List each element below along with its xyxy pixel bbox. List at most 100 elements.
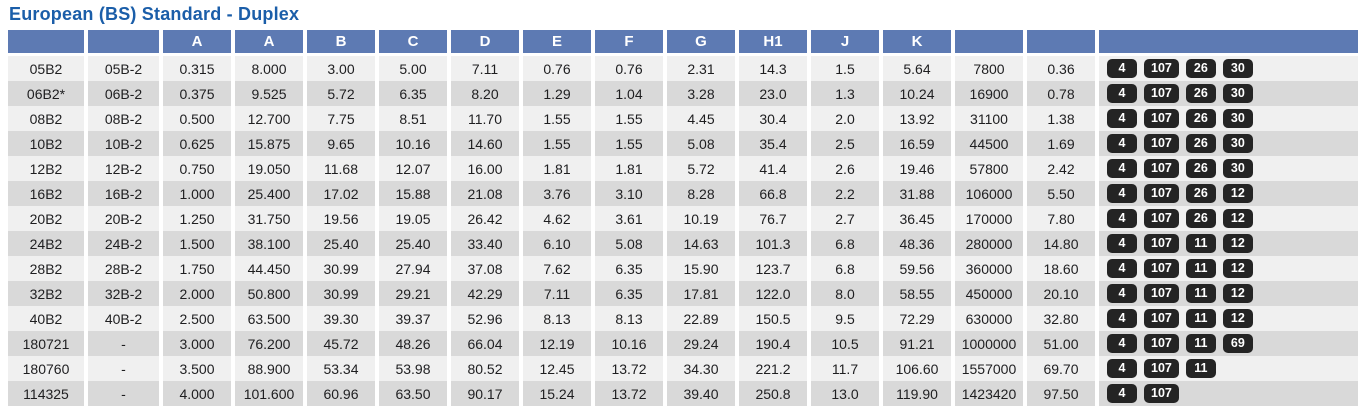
table-cell: 15.88 xyxy=(379,181,447,206)
table-cell: 6.8 xyxy=(811,256,879,281)
table-cell: 72.29 xyxy=(883,306,951,331)
table-cell: 5.72 xyxy=(667,156,735,181)
table-cell: 17.02 xyxy=(307,181,375,206)
column-header-e: E xyxy=(523,30,591,56)
table-cell: 38.100 xyxy=(235,231,303,256)
table-row: 40B2 40B-2 2.500 63.500 39.30 39.37 52.96 8.13 8… xyxy=(8,306,1358,331)
table-cell: 45.72 xyxy=(307,331,375,356)
notes-cell: 4 107 11 xyxy=(1099,356,1358,381)
note-badge: 107 xyxy=(1144,358,1179,379)
table-cell: 12.07 xyxy=(379,156,447,181)
table-row: 06B2* 06B-2 0.375 9.525 5.72 6.35 8.20 1.29 1.04… xyxy=(8,81,1358,106)
table-cell: 9.65 xyxy=(307,131,375,156)
table-cell: 1.55 xyxy=(595,131,663,156)
table-cell: 0.750 xyxy=(163,156,231,181)
note-badge: 4 xyxy=(1107,233,1137,254)
note-badge: 26 xyxy=(1185,108,1216,129)
table-cell: 180721 xyxy=(8,331,84,356)
table-cell: 57800 xyxy=(955,156,1023,181)
table-cell: - xyxy=(88,381,159,406)
table-cell: 1.38 xyxy=(1027,106,1095,131)
table-cell: 16B2 xyxy=(8,181,84,206)
table-cell: 11.7 xyxy=(811,356,879,381)
table-cell: 3.00 xyxy=(307,56,375,81)
table-cell: 20B-2 xyxy=(88,206,159,231)
table-cell: 7.11 xyxy=(451,56,519,81)
table-cell: 6.8 xyxy=(811,231,879,256)
table-row: 05B2 05B-2 0.315 8.000 3.00 5.00 7.11 0.76 0.76 2… xyxy=(8,56,1358,81)
table-cell: 10B2 xyxy=(8,131,84,156)
table-cell: 6.35 xyxy=(595,281,663,306)
table-cell: 31.750 xyxy=(235,206,303,231)
table-cell: 3.10 xyxy=(595,181,663,206)
note-badge: 107 xyxy=(1144,83,1179,104)
table-cell: 0.500 xyxy=(163,106,231,131)
note-badge: 4 xyxy=(1107,258,1137,279)
table-cell: 16900 xyxy=(955,81,1023,106)
note-badge: 107 xyxy=(1144,258,1179,279)
table-cell: 114325 xyxy=(8,381,84,406)
table-cell: 15.90 xyxy=(667,256,735,281)
table-cell: 5.64 xyxy=(883,56,951,81)
table-cell: 0.625 xyxy=(163,131,231,156)
table-cell: 23.0 xyxy=(739,81,807,106)
table-cell: 1.500 xyxy=(163,231,231,256)
table-cell: 12.19 xyxy=(523,331,591,356)
table-row: 28B2 28B-2 1.750 44.450 30.99 27.94 37.08 7.62 6… xyxy=(8,256,1358,281)
notes-cell: 4 107 xyxy=(1099,381,1358,406)
table-cell: 2.31 xyxy=(667,56,735,81)
table-cell: 1.69 xyxy=(1027,131,1095,156)
table-cell: 30.99 xyxy=(307,281,375,306)
table-cell: 27.94 xyxy=(379,256,447,281)
table-cell: 3.76 xyxy=(523,181,591,206)
note-badge: 30 xyxy=(1222,83,1253,104)
table-cell: 14.3 xyxy=(739,56,807,81)
table-cell: 2.2 xyxy=(811,181,879,206)
table-cell: 5.72 xyxy=(307,81,375,106)
table-cell: 221.2 xyxy=(739,356,807,381)
table-cell: 36.45 xyxy=(883,206,951,231)
table-cell: 24B2 xyxy=(8,231,84,256)
column-header-b: B xyxy=(307,30,375,56)
note-badge: 11 xyxy=(1185,358,1216,379)
table-cell: 59.56 xyxy=(883,256,951,281)
table-cell: 39.37 xyxy=(379,306,447,331)
table-cell: 2.6 xyxy=(811,156,879,181)
table-cell: 26.42 xyxy=(451,206,519,231)
table-row: 12B2 12B-2 0.750 19.050 11.68 12.07 16.00 1.81 1… xyxy=(8,156,1358,181)
table-row: 08B2 08B-2 0.500 12.700 7.75 8.51 11.70 1.55 1.5… xyxy=(8,106,1358,131)
table-cell: 16.00 xyxy=(451,156,519,181)
note-badge: 26 xyxy=(1185,183,1216,204)
table-cell: 5.50 xyxy=(1027,181,1095,206)
table-cell: 66.8 xyxy=(739,181,807,206)
notes-cell: 4 107 26 12 xyxy=(1099,181,1358,206)
column-header-j: J xyxy=(811,30,879,56)
note-badge: 107 xyxy=(1144,208,1179,229)
table-cell: 24B-2 xyxy=(88,231,159,256)
table-cell: 63.50 xyxy=(379,381,447,406)
table-cell: 5.08 xyxy=(595,231,663,256)
table-cell: 10.19 xyxy=(667,206,735,231)
table-cell: 12B-2 xyxy=(88,156,159,181)
table-cell: 1.750 xyxy=(163,256,231,281)
table-cell: 21.08 xyxy=(451,181,519,206)
table-cell: 13.0 xyxy=(811,381,879,406)
table-cell: 32B-2 xyxy=(88,281,159,306)
note-badge: 4 xyxy=(1107,208,1137,229)
column-header-k: K xyxy=(883,30,951,56)
note-badge: 4 xyxy=(1107,283,1137,304)
column-header-g: G xyxy=(667,30,735,56)
note-badge: 4 xyxy=(1107,333,1137,354)
note-badge: 26 xyxy=(1185,58,1216,79)
notes-cell: 4 107 26 30 xyxy=(1099,81,1358,106)
table-cell: 1.250 xyxy=(163,206,231,231)
note-badge: 4 xyxy=(1107,183,1137,204)
note-badge: 4 xyxy=(1107,83,1137,104)
table-cell: 32B2 xyxy=(8,281,84,306)
table-cell: 8.20 xyxy=(451,81,519,106)
table-cell: 450000 xyxy=(955,281,1023,306)
table-cell: 19.05 xyxy=(379,206,447,231)
table-cell: 2.0 xyxy=(811,106,879,131)
table-cell: 15.24 xyxy=(523,381,591,406)
